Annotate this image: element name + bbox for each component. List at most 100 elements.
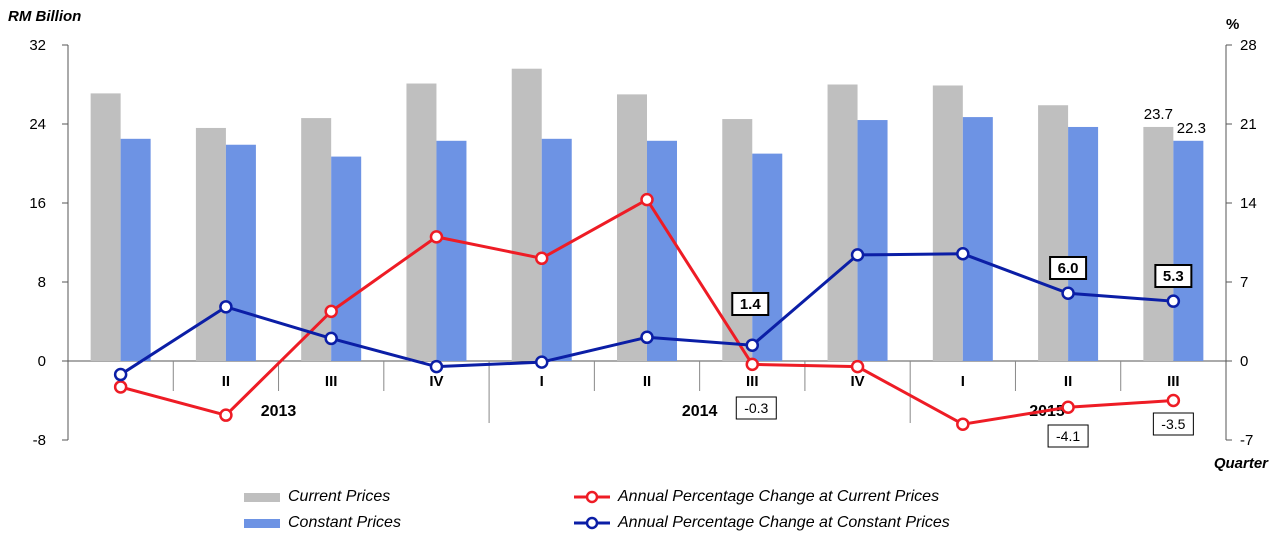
constant-q2-2015-label: 6.0 (1058, 260, 1079, 277)
quarter-label: IV (429, 373, 443, 390)
year-label: 2013 (261, 403, 297, 420)
current-prices-bar (617, 94, 647, 361)
x-axis-title: Quarter (1214, 455, 1269, 472)
left-axis-title: RM Billion (8, 8, 81, 25)
year-label: 2014 (682, 403, 718, 420)
constant-change-point (850, 248, 865, 262)
constant-q3-2014-label: 1.4 (740, 296, 762, 313)
current-change-point (1166, 393, 1181, 408)
current-prices-bar (195, 127, 226, 361)
constant-q3-2015-label: 5.3 (1163, 268, 1184, 285)
constant-prices-swatch (244, 518, 280, 528)
current-prices-bar (1143, 126, 1174, 362)
constant-prices-bar (857, 120, 888, 361)
quarter-label: III (746, 373, 759, 390)
current-change-point (534, 251, 549, 266)
constant-change-point (219, 300, 233, 314)
current-q3-2014-label: -0.3 (744, 400, 768, 416)
current-prices-bar (1038, 105, 1069, 361)
constant-change-point (956, 247, 970, 261)
constant-prices-bar (752, 153, 783, 361)
right-tick-label: -7 (1240, 432, 1253, 449)
constant-change-point (429, 359, 444, 374)
quarter-label: I (540, 373, 544, 390)
quarter-label: III (1167, 373, 1180, 390)
right-tick-label: 7 (1240, 274, 1248, 291)
legend-label-constant-change: Annual Percentage Change at Constant Pri… (618, 514, 950, 531)
current-change-point (850, 359, 865, 374)
constant-prices-bar (962, 117, 993, 362)
value-labels: 23.722.3 1.4 -0.3 6.0 -4.1 5.3 -3.5 (731, 106, 1206, 448)
constant-change-point (1061, 286, 1075, 301)
right-axis-title: % (1226, 16, 1239, 33)
left-tick-label: 0 (38, 353, 46, 370)
current-prices-bar (827, 84, 858, 361)
constant-prices-bar (1068, 126, 1099, 362)
constant-prices-last-label: 22.3 (1177, 120, 1206, 137)
current-change-point (1061, 400, 1075, 415)
quarter-label: II (222, 373, 230, 390)
current-prices-bar (90, 93, 121, 361)
left-tick-label: 8 (38, 274, 46, 291)
constant-change-point (745, 338, 760, 352)
constant-change-point (1166, 294, 1181, 308)
constant-change-line-key (574, 516, 610, 530)
legend-item-constant-prices: Constant Prices (244, 514, 401, 532)
quarter-label: I (961, 373, 965, 390)
left-tick-label: 32 (29, 37, 46, 54)
current-q3-2015-label: -3.5 (1161, 416, 1185, 432)
current-prices-bar (932, 85, 963, 362)
legend: Current Prices Constant Prices Annual Pe… (240, 486, 1140, 536)
current-prices-last-label: 23.7 (1144, 106, 1173, 123)
constant-change-point (113, 367, 128, 382)
current-change-point (745, 357, 760, 372)
constant-prices-bar (436, 140, 467, 361)
current-change-point (219, 408, 233, 422)
current-change-line-key (574, 490, 610, 504)
current-prices-bar (406, 83, 437, 361)
current-prices-bar (511, 68, 542, 361)
quarter-label: III (325, 373, 338, 390)
quarter-label: II (1064, 373, 1072, 390)
current-q3-2014-label-box (735, 396, 777, 420)
current-change-point (113, 380, 128, 394)
legend-label-constant-prices: Constant Prices (288, 514, 401, 531)
legend-item-current-change: Annual Percentage Change at Current Pric… (574, 488, 939, 506)
current-change-point (429, 230, 444, 244)
constant-q2-2015-label-box (1049, 256, 1088, 280)
constant-prices-bar (120, 138, 151, 361)
bars (90, 68, 1204, 362)
right-tick-label: 0 (1240, 353, 1248, 370)
current-q2-2015-label-box (1047, 424, 1089, 448)
constant-q3-2014-label-box (731, 292, 770, 316)
left-tick-label: 16 (29, 195, 46, 212)
legend-label-current-prices: Current Prices (288, 488, 391, 505)
current-q3-2015-label-box (1152, 412, 1194, 436)
axes: 32241680-828211470-7IIIIIIIVIIIIIIIVIIII… (29, 37, 1256, 449)
constant-prices-bar (647, 140, 677, 361)
constant-q3-2015-label-box (1154, 264, 1193, 288)
constant-change-point (324, 331, 338, 346)
constant-prices-bar (331, 156, 362, 361)
constant-change-point (640, 330, 654, 345)
right-tick-label: 28 (1240, 37, 1257, 54)
constant-prices-bar (225, 144, 256, 361)
quarter-label: II (643, 373, 651, 390)
quarter-label: IV (850, 373, 864, 390)
right-tick-label: 14 (1240, 195, 1257, 212)
constant-prices-bar (1173, 140, 1204, 361)
current-change-point (640, 192, 654, 207)
right-tick-label: 21 (1240, 116, 1257, 133)
legend-item-current-prices: Current Prices (244, 488, 390, 506)
current-prices-bar (301, 118, 332, 361)
left-tick-label: 24 (29, 116, 46, 133)
constant-change-point (534, 355, 549, 369)
left-tick-label: -8 (33, 432, 46, 449)
lines (113, 192, 1181, 431)
legend-item-constant-change: Annual Percentage Change at Constant Pri… (574, 514, 950, 532)
legend-label-current-change: Annual Percentage Change at Current Pric… (618, 488, 940, 505)
current-prices-swatch (244, 492, 280, 502)
current-prices-bar (722, 119, 753, 361)
